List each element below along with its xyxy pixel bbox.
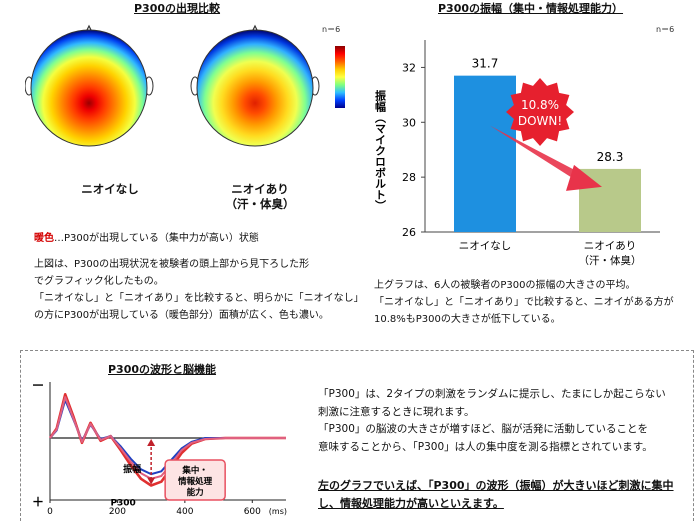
head-map-without-odor	[25, 24, 154, 147]
x-tick-label: 0	[47, 507, 53, 517]
map-with-label-1: ニオイあり	[231, 182, 289, 196]
waveform-conclusion: 左のグラフでいえば、「P300」の波形（振幅）が大きいほど刺激に集中 し、情報処…	[318, 477, 674, 512]
y-tick-label: 32	[402, 61, 416, 74]
p300-peak-label: P300	[110, 499, 135, 509]
callout-down: DOWN!	[518, 114, 562, 128]
waveform-lines	[48, 393, 286, 487]
amplitude-bar-chart: 振幅（マイクロボルト） 26 28 30 32 ニオイなし ニオイあり （汗・体臭） 31.7…	[374, 40, 660, 267]
y-tick-label: 30	[402, 116, 416, 129]
amplitude-label: 振幅	[123, 463, 141, 475]
desc-line: 「P300」の脳波の大きさが増すほど、脳が活発に活動していることを	[318, 423, 649, 435]
callout-percent: 10.8%	[521, 98, 559, 112]
x-axis-unit: (ms)	[269, 507, 287, 516]
category-label: ニオイなし	[459, 240, 512, 252]
p300-waveform-chart: － ＋0 200 400 600 (ms) 振幅 P300 集中・情報処理能力	[31, 379, 287, 517]
y-axis-label: 振幅（マイクロボルト）	[374, 89, 388, 211]
waveform-axes: － ＋0 200 400 600 (ms)	[31, 379, 287, 517]
waveform-panel	[20, 350, 694, 521]
amplitude-description: 上グラフは、6人の被験者のP300の振幅の大きさの平均。 「ニオイなし」と「ニオ…	[374, 277, 674, 328]
desc-line: 刺激に注意するときに現れます。	[318, 405, 475, 418]
desc-line: 「ニオイなし」と「ニオイあり」を比較すると、明らかに「ニオイなし」	[34, 293, 364, 304]
legend-key: 暖色	[34, 233, 54, 244]
function-label-line: 集中・	[181, 465, 208, 476]
y-mark-positive: ＋	[32, 495, 44, 509]
bar-chart-overlay: 10.8% DOWN!	[490, 78, 602, 191]
appearance-description: 上図は、P300の出現状況を被験者の頭上部から見下ろした形 でグラフィック化した…	[34, 256, 364, 324]
desc-line: 上図は、P300の出現状況を被験者の頭上部から見下ろした形	[34, 259, 310, 270]
warm-color-legend: 暖色…P300が出現している（集中力が高い）状態	[34, 230, 259, 247]
head-map-with-odor	[190, 24, 320, 147]
n-label-right: n＝6	[656, 25, 675, 34]
function-label-box	[164, 459, 226, 501]
category-label: （汗・体臭）	[579, 254, 642, 267]
conclusion-line: し、情報処理能力が高いといえます。	[318, 496, 504, 510]
map-with-label-2: （汗・体臭）	[225, 197, 295, 211]
down-callout-burst	[506, 78, 574, 146]
p300-appearance-title: P300の出現比較	[134, 2, 221, 15]
function-label-line: 能力	[187, 487, 204, 498]
desc-line: 「ニオイなし」と「ニオイあり」で比較すると、ニオイがある方が	[374, 297, 674, 308]
waveform-series-line	[49, 396, 286, 480]
y-tick-label: 28	[402, 171, 416, 184]
waveform-description: 「P300」は、2タイプの刺激をランダムに提示し、たまにしか起こらない 刺激に注…	[318, 386, 666, 456]
y-tick-label: 26	[402, 226, 416, 239]
x-tick-label: 200	[109, 507, 126, 517]
waveform-title: P300の波形と脳機能	[108, 363, 217, 376]
amplitude-chart-title: P300の振幅（集中・情報処理能力）	[438, 2, 624, 15]
x-tick-label: 400	[176, 507, 193, 517]
desc-line: 上グラフは、6人の被験者のP300の振幅の大きさの平均。	[374, 280, 636, 291]
bar-value-label: 28.3	[597, 150, 624, 164]
amplitude-arrow-up	[147, 439, 156, 446]
waveform-overlay: 振幅 P300 集中・情報処理能力	[110, 439, 226, 509]
conclusion-line: 左のグラフでいえば、「P300」の波形（振幅）が大きいほど刺激に集中	[318, 479, 674, 492]
y-mark-negative: －	[31, 379, 44, 394]
bar-value-label: 31.7	[472, 57, 499, 71]
head-maps	[25, 24, 320, 147]
x-tick-label: 600	[244, 507, 261, 517]
heat-color-legend	[335, 46, 345, 108]
amplitude-arrow-down	[147, 477, 156, 485]
bar-chart-marks: 31.7 28.3	[454, 57, 641, 233]
desc-line: 「P300」は、2タイプの刺激をランダムに提示し、たまにしか起こらない	[318, 388, 666, 400]
bar	[454, 75, 516, 233]
n-label-left: n＝6	[322, 25, 341, 34]
desc-line: でグラフィック化したもの。	[34, 276, 164, 287]
legend-text: …P300が出現している（集中力が高い）状態	[54, 233, 259, 244]
decrease-arrow-head	[566, 164, 602, 191]
decrease-arrow-shaft	[490, 125, 584, 183]
category-label: ニオイあり	[584, 240, 637, 252]
map-without-label: ニオイなし	[81, 182, 139, 196]
desc-line: の方にP300が出現している（暖色部分）面積が広く、色も濃い。	[34, 310, 329, 321]
function-label-line: 情報処理	[177, 476, 213, 487]
desc-line: 意味することから、「P300」は人の集中度を測る指標とされています。	[318, 440, 653, 453]
desc-line: 10.8%もP300の大きさが低下している。	[374, 314, 561, 325]
